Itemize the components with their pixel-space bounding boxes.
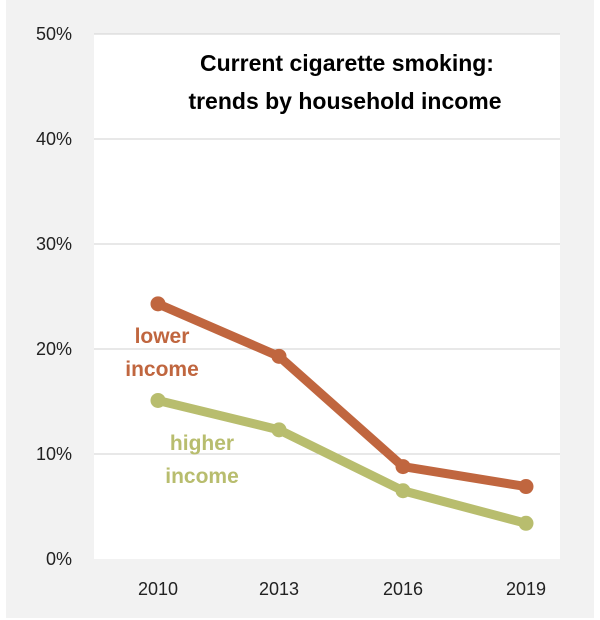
data-point-lower-income (150, 296, 166, 312)
y-tick-label: 40% (36, 129, 72, 149)
x-tick-label: 2019 (506, 579, 546, 599)
series-lines (153, 299, 531, 528)
series-label-higher-line-1: higher (170, 432, 234, 455)
chart-title-line-2: trends by household income (188, 88, 501, 114)
x-tick-label: 2016 (383, 579, 423, 599)
series-line-higher-income (153, 395, 531, 528)
y-tick-label: 30% (36, 234, 72, 254)
chart-frame: 0% 10% 20% 30% 40% 50% 2010 2013 2016 2019 Curre… (6, 0, 594, 618)
data-point-lower-income (395, 459, 411, 475)
y-axis-labels: 0% 10% 20% 30% 40% 50% (36, 24, 72, 569)
plot-area (94, 34, 560, 559)
line-chart: 0% 10% 20% 30% 40% 50% 2010 2013 2016 2019 Curre… (36, 24, 560, 599)
data-point-lower-income (271, 348, 287, 364)
series-label-lower-line-1: lower (135, 325, 190, 348)
data-point-higher-income (395, 483, 411, 499)
y-tick-label: 50% (36, 24, 72, 44)
series-label-lower-line-2: income (125, 358, 199, 381)
gridlines (94, 33, 560, 455)
chart-title-line-1: Current cigarette smoking: (200, 50, 494, 76)
x-tick-label: 2013 (259, 579, 299, 599)
y-tick-label: 10% (36, 444, 72, 464)
series-points (150, 296, 534, 531)
x-axis-labels: 2010 2013 2016 2019 (138, 579, 546, 599)
data-point-higher-income (518, 515, 534, 531)
data-point-higher-income (150, 392, 166, 408)
data-point-lower-income (518, 479, 534, 495)
data-point-higher-income (271, 422, 287, 438)
y-tick-label: 20% (36, 339, 72, 359)
series-label-higher-line-2: income (165, 465, 239, 488)
x-tick-label: 2010 (138, 579, 178, 599)
y-tick-label: 0% (46, 549, 72, 569)
series-line-lower-income (153, 299, 531, 492)
